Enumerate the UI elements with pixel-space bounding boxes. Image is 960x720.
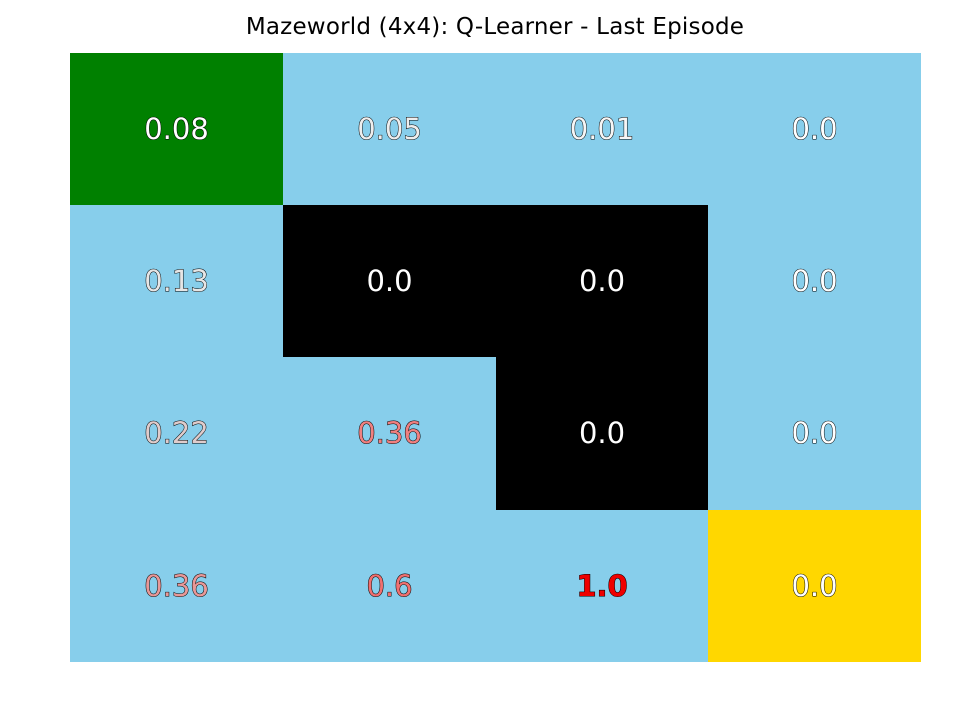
maze-cell-r0-c1-open: 0.05 xyxy=(283,53,496,205)
maze-cell-r0-c0-start: 0.08 xyxy=(70,53,283,205)
cell-value-label: 1.0 xyxy=(576,568,628,603)
cell-value-label: 0.6 xyxy=(366,568,413,603)
maze-cell-r1-c2-wall: 0.0 xyxy=(496,205,708,357)
maze-cell-r2-c1-open: 0.36 xyxy=(283,357,496,510)
cell-value-label: 0.13 xyxy=(144,263,210,298)
cell-value-label: 0.01 xyxy=(569,111,635,146)
maze-cell-r3-c0-open: 0.36 xyxy=(70,510,283,662)
maze-cell-r1-c3-open: 0.0 xyxy=(708,205,921,357)
cell-value-label: 0.36 xyxy=(357,416,423,450)
maze-cell-r0-c2-open: 0.01 xyxy=(496,53,708,205)
cell-value-label: 0.36 xyxy=(144,568,210,603)
maze-cell-r3-c2-open: 1.0 xyxy=(496,510,708,662)
cell-value-label: 0.22 xyxy=(144,416,210,450)
maze-cell-r2-c2-wall: 0.0 xyxy=(496,357,708,510)
maze-cell-r2-c0-open: 0.22 xyxy=(70,357,283,510)
maze-cell-r1-c0-open: 0.13 xyxy=(70,205,283,357)
cell-value-label: 0.0 xyxy=(791,568,838,603)
maze-cell-r1-c1-wall: 0.0 xyxy=(283,205,496,357)
cell-value-label: 0.0 xyxy=(791,263,838,298)
cell-value-label: 0.0 xyxy=(791,416,838,450)
cell-value-label: 0.0 xyxy=(366,263,413,298)
cell-value-label: 0.0 xyxy=(578,263,626,298)
cell-value-label: 0.0 xyxy=(791,111,838,146)
figure-title: Mazeworld (4x4): Q-Learner - Last Episod… xyxy=(245,14,745,40)
maze-cell-r0-c3-open: 0.0 xyxy=(708,53,921,205)
maze-cell-r3-c3-goal: 0.0 xyxy=(708,510,921,662)
maze-cell-r2-c3-open: 0.0 xyxy=(708,357,921,510)
cell-value-label: 0.0 xyxy=(578,416,626,450)
maze-cell-r3-c1-open: 0.6 xyxy=(283,510,496,662)
maze-grid: 0.08 0.05 0.01 0.0 0.13 0.0 0.0 0.0 0.22 0.36 0.0 0… xyxy=(70,53,921,662)
cell-value-label: 0.05 xyxy=(357,111,423,146)
cell-value-label: 0.08 xyxy=(144,111,210,146)
